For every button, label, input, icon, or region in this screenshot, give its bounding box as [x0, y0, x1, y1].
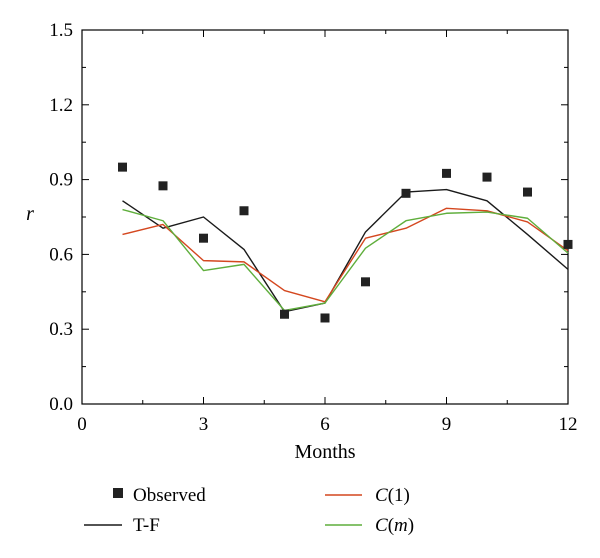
observed-point [482, 172, 492, 182]
y-tick-label: 0.3 [49, 319, 73, 340]
legend-observed-marker [113, 488, 123, 498]
x-tick-label: 9 [442, 414, 452, 435]
series-layer [122, 188, 569, 313]
observed-point [361, 277, 370, 287]
observed-point [118, 162, 127, 172]
observed-point [239, 206, 249, 216]
series-line-c-m [122, 208, 569, 312]
observed-point [320, 313, 330, 323]
marker-layer [118, 162, 573, 323]
series-line-t-f [122, 188, 569, 313]
observed-point [199, 233, 208, 243]
y-tick-label: 1.2 [49, 95, 73, 116]
axis-ticks: 0 3 6 9 12 0.0 0.3 0.6 0.9 1.2 1.5 [49, 20, 577, 435]
y-tick-label: 0.0 [49, 394, 73, 415]
observed-point [523, 187, 532, 197]
x-tick-label: 6 [320, 414, 330, 435]
x-axis-title: Months [294, 441, 355, 463]
legend-c1-label: C(1) [375, 485, 410, 506]
plot-frame [81, 29, 569, 405]
observed-point [158, 181, 168, 191]
y-tick-label: 0.9 [49, 170, 73, 191]
legend-observed-label: Observed [133, 485, 206, 506]
series-line-c-1 [122, 207, 569, 303]
y-tick-label: 0.6 [49, 244, 73, 265]
legend-tf-label: T-F [133, 515, 160, 536]
x-tick-label: 0 [77, 414, 87, 435]
observed-point [563, 239, 573, 249]
legend: Observed T-F C(1) C(m) [84, 485, 414, 536]
y-axis-title: r [26, 203, 34, 225]
x-tick-label: 12 [559, 414, 578, 435]
x-tick-label: 3 [199, 414, 209, 435]
observed-point [401, 188, 411, 198]
observed-point [442, 168, 451, 178]
legend-cm-label: C(m) [375, 515, 414, 536]
y-tick-label: 1.5 [49, 20, 73, 41]
observed-point [280, 309, 289, 319]
